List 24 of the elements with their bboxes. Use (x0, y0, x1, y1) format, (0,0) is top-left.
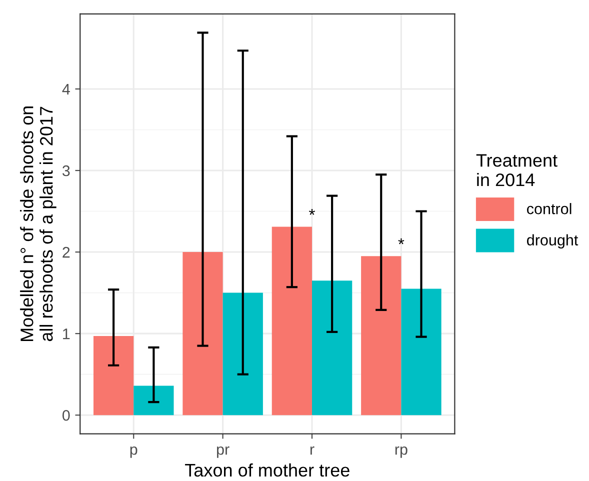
legend-label: drought (527, 234, 578, 249)
bar (182, 252, 223, 416)
legend-title: Treatment in 2014 (476, 154, 558, 186)
y-tick-label: 0 (62, 410, 70, 421)
x-axis-title: Taxon of mother tree (185, 463, 350, 477)
annotation: * (309, 209, 315, 215)
bar (93, 336, 134, 416)
y-tick-label: 2 (62, 246, 70, 258)
bar (134, 386, 174, 416)
y-axis-title: Modelled n° of side shoots on all reshoots of a plant in 2017 (20, 106, 56, 342)
y-tick-label: 1 (63, 328, 70, 340)
legend-label: control (527, 203, 572, 214)
x-tick-label: p (130, 446, 138, 458)
x-tick-label: pr (217, 446, 230, 458)
y-tick-label: 4 (62, 84, 70, 94)
bar (361, 256, 402, 416)
bar (401, 288, 442, 416)
y-tick-label: 3 (62, 165, 70, 176)
annotation: * (398, 238, 404, 244)
x-tick-label: r (310, 446, 314, 455)
bar (312, 280, 352, 416)
x-tick-label: rp (395, 446, 408, 458)
bar (222, 292, 263, 416)
bar (272, 226, 312, 416)
